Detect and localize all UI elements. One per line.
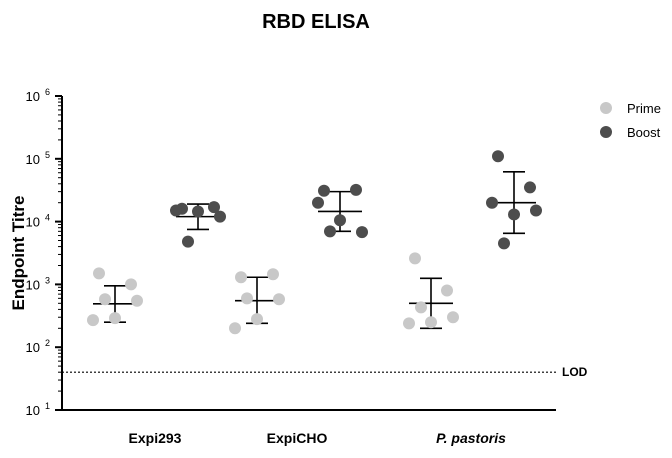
- prime-point: [87, 314, 99, 327]
- prime-point: [93, 267, 105, 280]
- boost-point: [530, 204, 542, 217]
- prime-point: [229, 322, 241, 335]
- lod-label: LOD: [562, 365, 588, 379]
- legend: Prime Boost: [600, 101, 661, 140]
- y-tick-base: 10: [26, 403, 40, 418]
- prime-point: [447, 311, 459, 324]
- prime-point: [99, 293, 111, 306]
- legend-marker-boost: [600, 126, 612, 138]
- boost-point: [324, 225, 336, 238]
- legend-label-boost: Boost: [627, 125, 661, 140]
- boost-point: [214, 210, 226, 223]
- legend-marker-prime: [600, 102, 612, 114]
- prime-point: [131, 294, 143, 307]
- boost-point: [486, 196, 498, 209]
- y-axis-label: Endpoint Titre: [9, 196, 28, 311]
- y-tick-label: 10: [26, 403, 40, 418]
- boost-point: [492, 150, 504, 163]
- y-tick-label: 10: [26, 89, 40, 104]
- y-tick-label: 10: [26, 152, 40, 167]
- y-tick-base: 10: [26, 340, 40, 355]
- boost-point: [334, 214, 346, 227]
- chart-title: RBD ELISA: [262, 11, 370, 33]
- y-tick-base: 10: [26, 152, 40, 167]
- prime-point: [125, 278, 137, 291]
- data-points: [87, 150, 542, 335]
- y-tick-exponent: 1: [45, 401, 50, 411]
- boost-point: [192, 205, 204, 218]
- prime-point: [109, 312, 121, 325]
- axes: [61, 96, 556, 411]
- boost-point: [182, 235, 194, 248]
- prime-point: [403, 317, 415, 330]
- y-tick-exponent: 2: [45, 338, 50, 348]
- boost-point: [350, 183, 362, 196]
- boost-point: [170, 204, 182, 217]
- y-tick-base: 10: [26, 215, 40, 230]
- x-categories: Expi293 ExpiCHO P. pastoris: [129, 430, 507, 446]
- prime-point: [415, 301, 427, 314]
- prime-point: [235, 271, 247, 284]
- y-tick-label: 10: [26, 277, 40, 292]
- boost-point: [312, 196, 324, 209]
- x-category-label: P. pastoris: [436, 430, 506, 446]
- boost-point: [318, 184, 330, 197]
- prime-point: [267, 268, 279, 281]
- y-tick-exponent: 6: [45, 87, 50, 97]
- boost-point: [508, 208, 520, 221]
- y-tick-exponent: 4: [45, 213, 50, 223]
- prime-point: [273, 293, 285, 306]
- legend-label-prime: Prime: [627, 101, 661, 116]
- prime-point: [241, 292, 253, 305]
- prime-point: [425, 316, 437, 329]
- x-category-label: Expi293: [129, 430, 182, 446]
- boost-point: [356, 226, 368, 239]
- lod-reference: LOD: [62, 365, 588, 379]
- y-tick-exponent: 3: [45, 275, 50, 285]
- y-tick-base: 10: [26, 89, 40, 104]
- y-tick-base: 10: [26, 277, 40, 292]
- y-tick-label: 10: [26, 215, 40, 230]
- error-bars: [93, 171, 536, 330]
- x-category-label: ExpiCHO: [267, 430, 328, 446]
- prime-point: [409, 252, 421, 265]
- prime-point: [441, 284, 453, 297]
- boost-point: [524, 181, 536, 194]
- y-tick-label: 10: [26, 340, 40, 355]
- boost-point: [208, 201, 220, 214]
- y-tick-exponent: 5: [45, 150, 50, 160]
- y-ticks: 10 1 10 2 10 3 10 4 10 5 10 6: [26, 87, 62, 418]
- prime-point: [251, 313, 263, 326]
- boost-point: [498, 237, 510, 250]
